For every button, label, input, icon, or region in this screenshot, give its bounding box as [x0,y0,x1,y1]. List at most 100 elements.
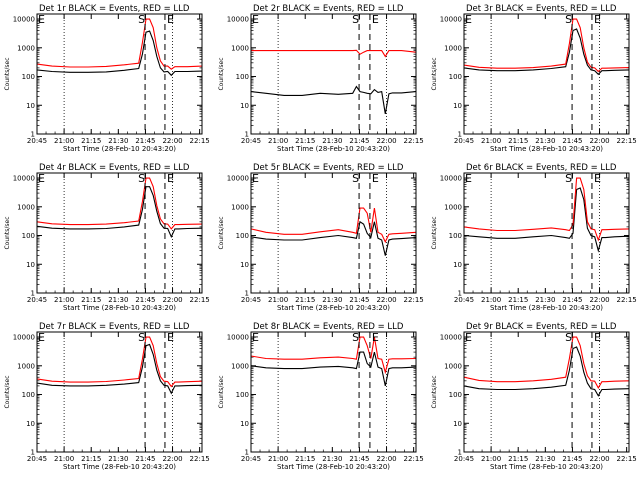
x-tick-label: 21:15 [508,296,528,304]
y-tick-label: 1 [458,290,462,298]
x-tick-label: 21:45 [349,137,369,145]
y-tick-label: 10 [240,102,249,110]
x-tick-label: 20:45 [27,296,47,304]
x-tick-label: 21:45 [349,296,369,304]
y-tick-label: 100 [449,73,462,81]
plot-frame [463,172,630,294]
panel-edge-marker: E [38,172,45,185]
x-tick-label: 20:45 [454,137,474,145]
x-axis-label: Start Time (28-Feb-10 20:43:20) [277,145,390,153]
panel-det-2: Det 2r BLACK = Events, RED = LLD Counts/s… [218,4,424,153]
panel-title: Det 8r BLACK = Events, RED = LLD [253,322,404,332]
x-axis-label: Start Time (28-Feb-10 20:43:20) [63,145,176,153]
x-tick-label: 21:00 [268,137,288,145]
y-axis-label: Counts/sec [218,57,225,90]
y-tick-label: 10000 [13,16,35,24]
x-tick-label: 21:00 [54,296,74,304]
series-lld-line [463,18,630,73]
x-tick-label: 21:15 [295,137,315,145]
x-tick-label: 21:15 [295,455,315,463]
panel-edge-marker: E [38,331,45,344]
x-tick-label: 20:45 [241,296,261,304]
series-events-line [463,187,630,253]
panel-det-8: Det 8r BLACK = Events, RED = LLD Counts/s… [218,322,424,471]
x-tick-label: 22:15 [190,296,210,304]
y-tick-label: 10000 [227,175,249,183]
y-tick-label: 10 [453,261,462,269]
x-tick-label: 21:30 [108,137,128,145]
end-marker-label: E [167,13,174,26]
plot-frame [250,172,417,294]
y-tick-label: 1 [245,449,249,457]
panel-edge-marker: E [465,331,472,344]
panel-title: Det 5r BLACK = Events, RED = LLD [253,163,404,173]
x-tick-label: 21:00 [481,296,501,304]
x-tick-label: 22:00 [162,137,182,145]
y-tick-label: 100 [236,391,249,399]
x-tick-label: 21:15 [295,296,315,304]
x-axis-label: Start Time (28-Feb-10 20:43:20) [490,145,603,153]
x-tick-label: 21:30 [535,455,555,463]
x-tick-label: 20:45 [27,137,47,145]
y-axis-label: Counts/sec [4,57,11,90]
y-tick-label: 100 [22,232,35,240]
panel-det-7: Det 7r BLACK = Events, RED = LLD Counts/s… [4,322,210,471]
y-tick-label: 1000 [17,362,35,370]
x-tick-label: 22:00 [376,296,396,304]
y-tick-label: 1 [245,290,249,298]
start-marker-label: S [138,13,145,26]
x-tick-label: 22:15 [617,455,637,463]
y-tick-label: 10 [240,261,249,269]
series-lld-line [250,207,417,244]
start-marker-label: S [352,172,359,185]
series-lld-line [250,336,417,375]
y-tick-label: 100 [22,73,35,81]
x-axis-label: Start Time (28-Feb-10 20:43:20) [277,304,390,312]
series-events-line [463,346,630,397]
x-tick-label: 22:00 [376,455,396,463]
y-tick-label: 100 [449,232,462,240]
x-tick-label: 21:00 [268,296,288,304]
panel-edge-marker: E [252,172,259,185]
y-tick-label: 1 [245,131,249,139]
end-marker-label: E [372,13,379,26]
plot-frame [250,13,417,135]
end-marker-label: E [167,331,174,344]
x-tick-label: 21:15 [508,137,528,145]
panel-edge-marker: E [465,172,472,185]
y-tick-label: 100 [236,232,249,240]
x-tick-label: 22:15 [617,137,637,145]
y-tick-label: 10000 [227,334,249,342]
x-tick-label: 22:00 [589,137,609,145]
panel-edge-marker: E [252,13,259,26]
panel-title: Det 9r BLACK = Events, RED = LLD [466,322,617,332]
start-marker-label: S [565,172,572,185]
series-lld-line [463,336,630,390]
plot-frame [36,331,203,453]
panel-edge-marker: E [38,13,45,26]
plot-frame [250,331,417,453]
y-axis-label: Counts/sec [4,375,11,408]
x-tick-label: 22:15 [404,137,424,145]
series-events-line [250,85,417,114]
series-events-line [36,343,203,395]
x-tick-label: 21:30 [108,455,128,463]
y-tick-label: 1000 [17,203,35,211]
x-tick-label: 21:00 [481,137,501,145]
plot-frame [463,331,630,453]
series-lld-line [251,49,417,58]
x-tick-label: 22:15 [190,455,210,463]
x-tick-label: 21:45 [135,455,155,463]
x-tick-label: 22:00 [589,455,609,463]
y-axis-label: Counts/sec [431,216,438,249]
y-axis-label: Counts/sec [431,375,438,408]
panel-det-3: Det 3r BLACK = Events, RED = LLD Counts/s… [431,4,637,153]
x-tick-label: 21:30 [322,137,342,145]
y-tick-label: 10000 [440,175,462,183]
plot-frame [36,13,203,135]
y-axis-label: Counts/sec [431,57,438,90]
panel-det-9: Det 9r BLACK = Events, RED = LLD Counts/s… [431,322,637,471]
x-tick-label: 20:45 [27,455,47,463]
y-axis-label: Counts/sec [218,375,225,408]
x-tick-label: 21:15 [81,137,101,145]
